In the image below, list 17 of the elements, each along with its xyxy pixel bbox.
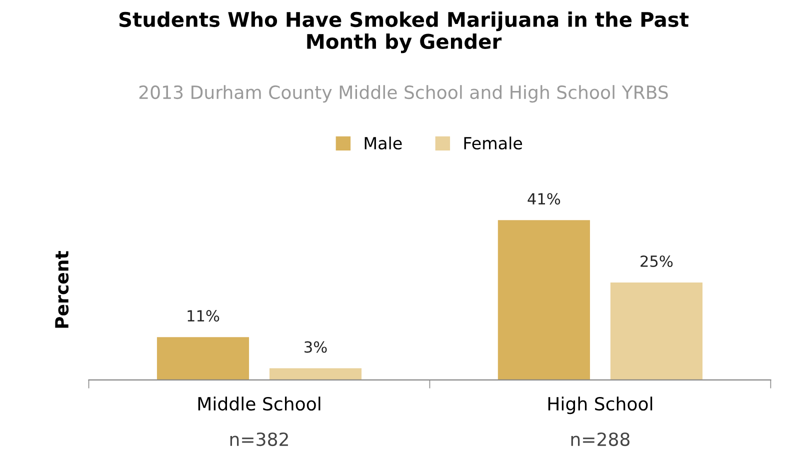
bar	[498, 220, 590, 380]
chart-subtitle: 2013 Durham County Middle School and High School YRBS	[139, 85, 668, 103]
legend-label: Female	[464, 136, 522, 150]
chart-title: Students Who Have Smoked Marijuana in the Past Month by Gender	[119, 12, 689, 54]
x-tick-label: High School	[548, 396, 652, 414]
bar	[156, 337, 250, 380]
legend-label: Male	[364, 136, 402, 150]
data-label: 41%	[528, 193, 560, 205]
text: n=288	[571, 432, 630, 446]
text: n=382	[230, 432, 288, 446]
y-axis-title: Percent	[55, 251, 69, 328]
x-tick-label: Middle School	[198, 396, 320, 411]
data-label: 3%	[304, 341, 327, 353]
data-label: 11%	[188, 310, 220, 322]
bar	[610, 282, 702, 380]
data-label: 25%	[640, 255, 673, 268]
bar	[269, 368, 362, 380]
